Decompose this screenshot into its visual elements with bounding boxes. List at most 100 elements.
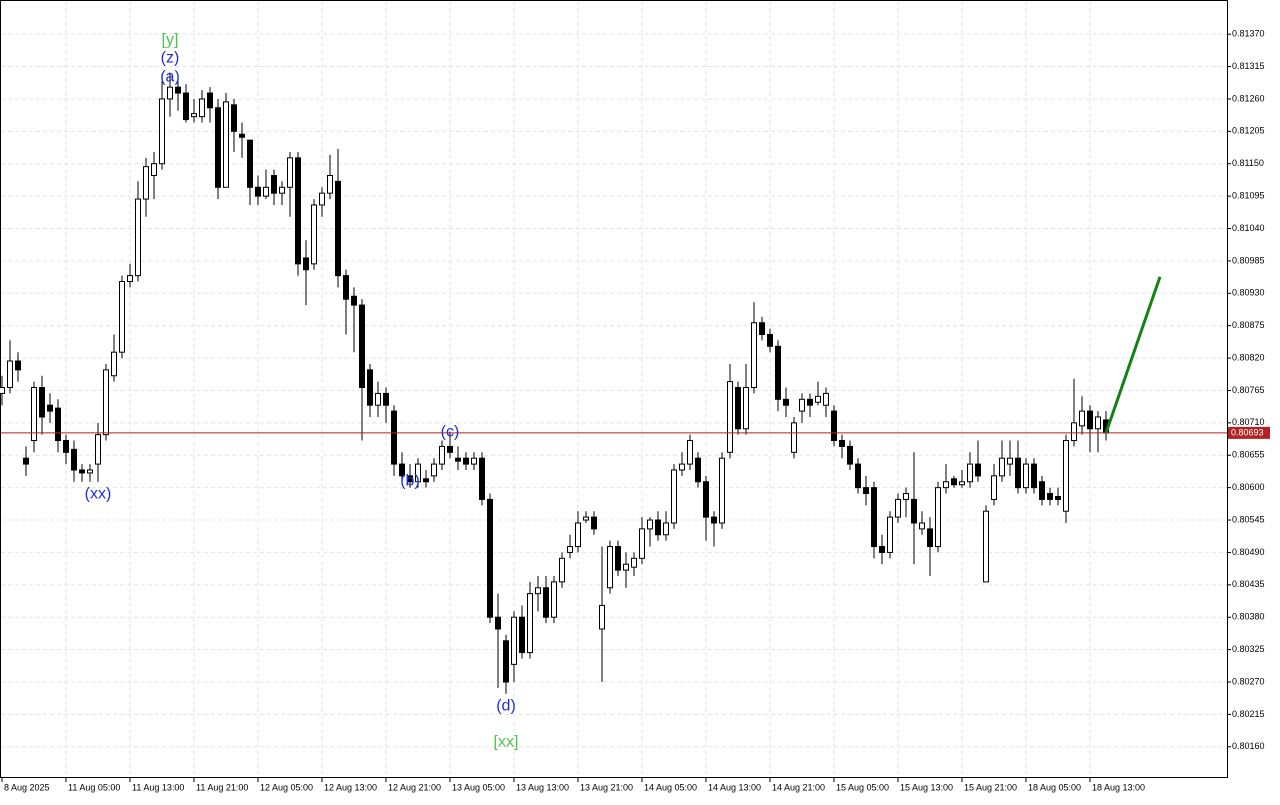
candle-body — [871, 487, 877, 548]
candle-body — [983, 510, 989, 583]
candle-body — [223, 101, 229, 188]
candle-body — [855, 463, 861, 489]
candle-body — [143, 166, 149, 200]
candle-body — [135, 198, 141, 277]
candle-body — [583, 516, 589, 521]
candle-body — [527, 593, 533, 654]
candle-body — [487, 498, 493, 618]
candle-body — [511, 616, 517, 665]
candle-body — [255, 186, 261, 197]
y-tick-label: 0.80820 — [1232, 352, 1265, 362]
y-tick-label: 0.80490 — [1232, 547, 1265, 557]
candle-body — [23, 457, 29, 465]
x-tick-label: 11 Aug 05:00 — [68, 782, 120, 792]
candle-body — [215, 107, 221, 188]
candle-body — [879, 546, 885, 553]
y-tick-label: 0.80655 — [1232, 450, 1265, 460]
projection-line — [1104, 276, 1162, 434]
candle-body — [367, 369, 373, 406]
candle-body — [287, 157, 293, 188]
wave-label: (xx) — [85, 485, 112, 502]
candle-body — [575, 522, 581, 548]
candle-body — [191, 113, 197, 118]
x-tick-label: 18 Aug 05:00 — [1028, 782, 1081, 792]
candle-body — [559, 557, 565, 583]
candle-body — [7, 360, 13, 389]
y-tick-label: 0.80930 — [1232, 288, 1265, 298]
candle-body — [271, 175, 277, 194]
y-tick-label: 0.81205 — [1232, 126, 1265, 136]
candle-body — [247, 139, 253, 188]
candle-body — [1007, 457, 1013, 465]
y-tick-label: 0.80710 — [1232, 417, 1265, 427]
x-tick-label: 15 Aug 21:00 — [964, 782, 1017, 792]
candle-body — [119, 281, 125, 353]
y-tick-label: 0.80985 — [1232, 255, 1265, 265]
candle-body — [759, 322, 765, 336]
candle-body — [503, 640, 509, 683]
candle-body — [623, 563, 629, 571]
candle-body — [943, 481, 949, 489]
candle-body — [439, 445, 445, 465]
candle-body — [0, 387, 5, 394]
y-tick-label: 0.81370 — [1232, 29, 1265, 39]
candle-body — [911, 498, 917, 524]
candle-body — [1047, 493, 1053, 500]
y-tick-label: 0.81095 — [1232, 190, 1265, 200]
candle-body — [847, 445, 853, 465]
candle-body — [775, 345, 781, 400]
candle-body — [455, 457, 461, 462]
y-tick-label: 0.80435 — [1232, 579, 1265, 589]
candle-body — [79, 469, 85, 474]
candle-body — [31, 387, 37, 442]
y-tick-label: 0.80270 — [1232, 676, 1265, 686]
candle-body — [311, 204, 317, 265]
candle-body — [711, 516, 717, 524]
candle-body — [839, 440, 845, 447]
candle-body — [975, 463, 981, 477]
candle-body — [799, 398, 805, 412]
wave-label: [y] — [162, 31, 179, 48]
candle-body — [295, 157, 301, 265]
candle-body — [935, 487, 941, 548]
candle-body — [55, 407, 61, 442]
candle-body — [447, 445, 453, 453]
candle-body — [927, 528, 933, 548]
y-tick-label: 0.80875 — [1232, 320, 1265, 330]
candle-body — [335, 180, 341, 277]
candle-body — [567, 546, 573, 553]
candle-body — [351, 295, 357, 306]
x-tick-label: 13 Aug 05:00 — [452, 782, 505, 792]
x-tick-label: 8 Aug 2025 — [4, 782, 50, 792]
x-tick-label: 18 Aug 13:00 — [1092, 782, 1145, 792]
candle-body — [319, 192, 325, 206]
candle-body — [375, 392, 381, 406]
wave-label: (b) — [400, 472, 420, 489]
candle-body — [751, 322, 757, 389]
x-tick-label: 12 Aug 21:00 — [388, 782, 441, 792]
candle-body — [303, 257, 309, 271]
x-tick-label: 11 Aug 21:00 — [196, 782, 248, 792]
x-tick-label: 13 Aug 13:00 — [516, 782, 569, 792]
candle-body — [967, 463, 973, 483]
x-tick-label: 13 Aug 21:00 — [580, 782, 633, 792]
candle-body — [959, 481, 965, 486]
candle-body — [895, 498, 901, 518]
candle-body — [1015, 457, 1021, 489]
candle-body — [463, 457, 469, 465]
candle-body — [239, 133, 245, 138]
candle-body — [431, 463, 437, 477]
candle-body — [103, 369, 109, 436]
candle-body — [1087, 410, 1093, 430]
candle-body — [631, 557, 637, 568]
candle-body — [695, 457, 701, 483]
y-tick-label: 0.80380 — [1232, 612, 1265, 622]
candle-body — [391, 410, 397, 465]
candle-body — [1039, 481, 1045, 500]
candle-body — [887, 516, 893, 553]
candle-body — [607, 546, 613, 589]
candle-body — [679, 463, 685, 471]
wave-label: [xx] — [494, 733, 519, 750]
candle-body — [791, 422, 797, 453]
